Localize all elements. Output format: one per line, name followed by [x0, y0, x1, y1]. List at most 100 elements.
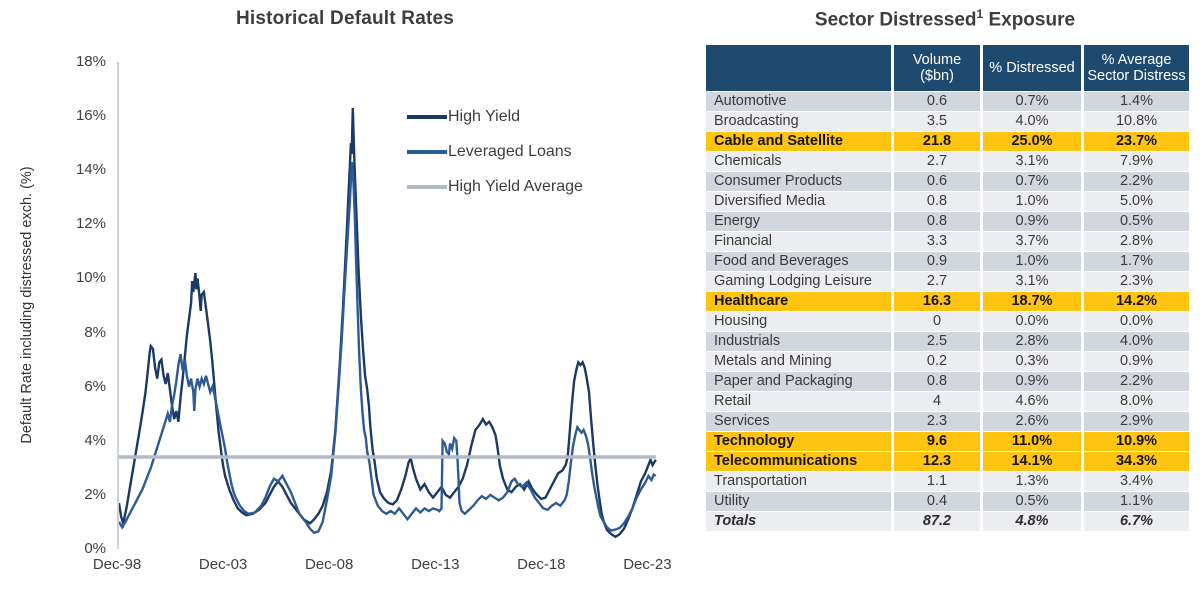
table-title-text: Sector Distressed [814, 9, 977, 31]
legend-label: High Yield [448, 108, 521, 125]
volume-cell: 2.7 [894, 272, 980, 291]
table-title-suffix: Exposure [983, 9, 1076, 31]
pct-avg-sector-distress-cell: 1.1% [1084, 492, 1189, 511]
sector-cell: Services [706, 412, 891, 431]
pct-avg-sector-distress-cell: 6.7% [1084, 512, 1189, 531]
pct-avg-sector-distress-cell: 0.5% [1084, 212, 1189, 231]
col-header-pct-distressed: % Distressed [983, 45, 1081, 91]
table-row-diversified-media: Diversified Media 0.8 1.0% 5.0% [706, 192, 1189, 211]
volume-cell: 2.7 [894, 152, 980, 171]
sector-cell: Healthcare [706, 292, 891, 311]
col-header-sector [706, 45, 891, 91]
chart-legend: High Yield Leveraged Loans High Yield Av… [407, 106, 583, 211]
sector-cell: Chemicals [706, 152, 891, 171]
y-axis-ticks: 0% 2% 4% 6% 8% 10% 12% 14% 16% 18% [0, 53, 106, 557]
table-row-industrials: Industrials 2.5 2.8% 4.0% [706, 332, 1189, 351]
series-line-high-yield [119, 107, 657, 539]
volume-cell: 21.8 [894, 132, 980, 151]
volume-cell: 9.6 [894, 432, 980, 451]
sector-cell: Technology [706, 432, 891, 451]
legend-item-high-yield-average: High Yield Average [407, 176, 583, 198]
sector-cell: Metals and Mining [706, 352, 891, 371]
table-row-housing: Housing 0 0.0% 0.0% [706, 312, 1189, 331]
chart-title: Historical Default Rates [235, 8, 455, 29]
table-row-technology: Technology 9.6 11.0% 10.9% [706, 432, 1189, 451]
y-tick-label: 16% [75, 107, 106, 125]
series-line-leveraged-loans [119, 162, 657, 535]
pct-avg-sector-distress-cell: 2.2% [1084, 172, 1189, 191]
table-row-transportation: Transportation 1.1 1.3% 3.4% [706, 472, 1189, 491]
pct-avg-sector-distress-cell: 14.2% [1084, 292, 1189, 311]
pct-distressed-cell: 18.7% [983, 292, 1081, 311]
table-title-footnote-marker: 1 [976, 7, 984, 21]
pct-distressed-cell: 4.0% [983, 112, 1081, 131]
pct-avg-sector-distress-cell: 8.0% [1084, 392, 1189, 411]
sector-cell: Paper and Packaging [706, 372, 891, 391]
pct-distressed-cell: 14.1% [983, 452, 1081, 471]
table-row-paper-and-packaging: Paper and Packaging 0.8 0.9% 2.2% [706, 372, 1189, 391]
volume-cell: 0.4 [894, 492, 980, 511]
plot-area: High Yield Leveraged Loans High Yield Av… [117, 62, 677, 549]
sector-cell: Utility [706, 492, 891, 511]
table-header-row: Volume ($bn) % Distressed % Average Sect… [706, 45, 1189, 91]
x-tick-label: Dec-23 [623, 556, 672, 573]
sector-distressed-table: Volume ($bn) % Distressed % Average Sect… [703, 44, 1192, 532]
volume-cell: 0.9 [894, 252, 980, 271]
volume-cell: 3.3 [894, 232, 980, 251]
sector-cell: Automotive [706, 92, 891, 111]
pct-avg-sector-distress-cell: 2.9% [1084, 412, 1189, 431]
table-title: Sector Distressed1 Exposure [690, 7, 1200, 31]
y-tick-label: 0% [84, 540, 106, 557]
y-tick-label: 18% [75, 53, 106, 70]
x-tick-label: Dec-13 [411, 556, 460, 573]
sector-cell: Food and Beverages [706, 252, 891, 271]
sector-cell: Energy [706, 212, 891, 231]
pct-distressed-cell: 0.7% [983, 92, 1081, 111]
sector-cell: Housing [706, 312, 891, 331]
volume-cell: 3.5 [894, 112, 980, 131]
volume-cell: 0.6 [894, 92, 980, 111]
pct-distressed-cell: 25.0% [983, 132, 1081, 151]
pct-distressed-cell: 4.8% [983, 512, 1081, 531]
pct-distressed-cell: 3.1% [983, 272, 1081, 291]
x-tick-label: Dec-98 [92, 556, 142, 573]
pct-distressed-cell: 3.7% [983, 232, 1081, 251]
high-yield-average-line-swatch [407, 185, 447, 189]
y-tick-label: 12% [75, 215, 106, 233]
table-row-cable-and-satellite: Cable and Satellite 21.8 25.0% 23.7% [706, 132, 1189, 151]
pct-avg-sector-distress-cell: 2.2% [1084, 372, 1189, 391]
volume-cell: 0.2 [894, 352, 980, 371]
pct-avg-sector-distress-cell: 0.0% [1084, 312, 1189, 331]
table-row-utility: Utility 0.4 0.5% 1.1% [706, 492, 1189, 511]
pct-distressed-cell: 2.8% [983, 332, 1081, 351]
legend-item-high-yield: High Yield [407, 106, 583, 128]
table-row-food-and-beverages: Food and Beverages 0.9 1.0% 1.7% [706, 252, 1189, 271]
volume-cell: 16.3 [894, 292, 980, 311]
table-row-gaming-lodging-leisure: Gaming Lodging Leisure 2.7 3.1% 2.3% [706, 272, 1189, 291]
volume-cell: 2.5 [894, 332, 980, 351]
pct-avg-sector-distress-cell: 2.8% [1084, 232, 1189, 251]
table-row-metals-and-mining: Metals and Mining 0.2 0.3% 0.9% [706, 352, 1189, 371]
high-yield-line-swatch [407, 115, 447, 119]
sector-cell: Financial [706, 232, 891, 251]
pct-avg-sector-distress-cell: 0.9% [1084, 352, 1189, 371]
table-row-automotive: Automotive 0.6 0.7% 1.4% [706, 92, 1189, 111]
table-row-consumer-products: Consumer Products 0.6 0.7% 2.2% [706, 172, 1189, 191]
volume-cell: 0.8 [894, 192, 980, 211]
legend-item-leveraged-loans: Leveraged Loans [407, 141, 583, 163]
table-row-services: Services 2.3 2.6% 2.9% [706, 412, 1189, 431]
pct-distressed-cell: 0.7% [983, 172, 1081, 191]
table-row-chemicals: Chemicals 2.7 3.1% 7.9% [706, 152, 1189, 171]
y-tick-label: 14% [75, 161, 106, 179]
pct-distressed-cell: 0.3% [983, 352, 1081, 371]
pct-avg-sector-distress-cell: 10.9% [1084, 432, 1189, 451]
volume-cell: 1.1 [894, 472, 980, 491]
table-row-healthcare: Healthcare 16.3 18.7% 14.2% [706, 292, 1189, 311]
volume-cell: 87.2 [894, 512, 980, 531]
volume-cell: 0.8 [894, 372, 980, 391]
y-tick-label: 2% [84, 485, 106, 503]
x-tick-label: Dec-18 [517, 556, 566, 573]
pct-distressed-cell: 0.5% [983, 492, 1081, 511]
pct-distressed-cell: 3.1% [983, 152, 1081, 171]
